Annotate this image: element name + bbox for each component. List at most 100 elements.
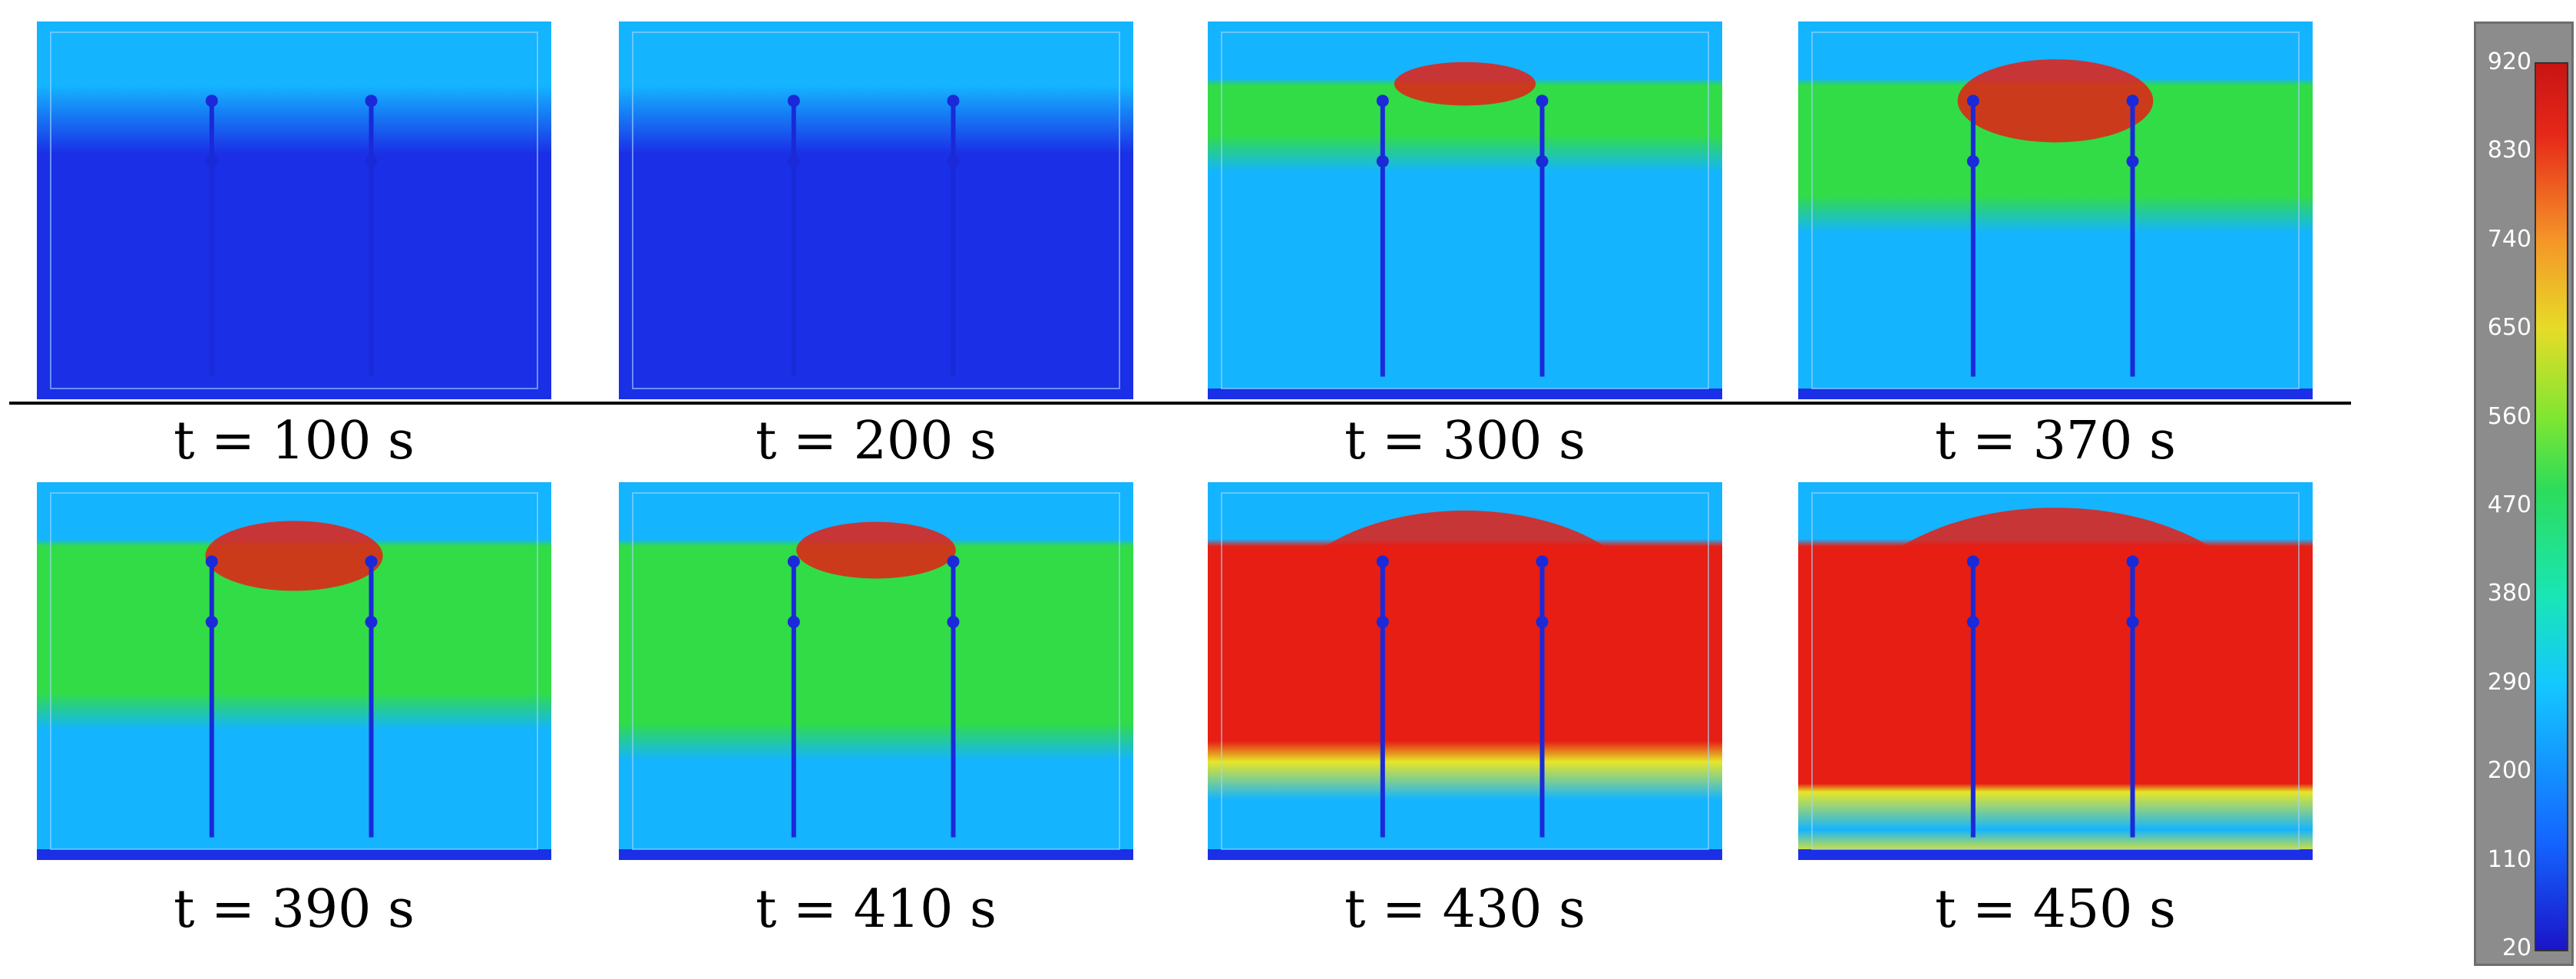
- column-joint: [947, 94, 960, 107]
- colorbar-gradient: [2535, 62, 2568, 951]
- colorbar-tick: 920: [2487, 48, 2531, 75]
- column: [791, 557, 796, 838]
- column-joint: [1966, 94, 1979, 107]
- hot-zone: [1277, 510, 1653, 726]
- domain-frame: [632, 492, 1120, 850]
- colorbar-tick: 560: [2487, 403, 2531, 430]
- column: [209, 557, 214, 838]
- temperature-field: [37, 21, 551, 399]
- caption-t410: t = 410 s: [756, 879, 997, 940]
- column-joint: [1376, 94, 1389, 107]
- column-joint: [2126, 616, 2139, 629]
- column-joint: [787, 555, 800, 568]
- column: [1539, 97, 1545, 377]
- panel-t370: [1798, 21, 2313, 399]
- column-joint: [947, 616, 960, 629]
- floor-strip: [37, 389, 551, 399]
- hot-zone: [205, 521, 383, 591]
- caption-t370: t = 370 s: [1935, 411, 2176, 471]
- column-joint: [365, 616, 378, 629]
- floor-strip: [619, 389, 1133, 399]
- caption-t430: t = 430 s: [1344, 879, 1586, 940]
- column: [1380, 557, 1385, 838]
- caption-t390: t = 390 s: [174, 879, 415, 940]
- domain-frame: [632, 31, 1120, 389]
- column-joint: [365, 555, 378, 568]
- column-joint: [205, 155, 218, 168]
- floor-strip: [1798, 389, 2313, 399]
- column-joint: [1966, 616, 1979, 629]
- column-joint: [1536, 94, 1549, 107]
- domain-frame: [1221, 31, 1709, 389]
- temperature-field: [1208, 482, 1722, 860]
- colorbar-tick: 380: [2487, 580, 2531, 607]
- colorbar-tick: 200: [2487, 757, 2531, 784]
- caption-t450: t = 450 s: [1935, 879, 2176, 940]
- floor-strip: [1798, 849, 2313, 860]
- column-joint: [1966, 155, 1979, 168]
- hot-zone: [1957, 59, 2154, 143]
- hot-zone: [796, 521, 956, 579]
- column-joint: [947, 555, 960, 568]
- domain-frame: [50, 31, 538, 389]
- panel-t390: [37, 482, 551, 860]
- caption-t100: t = 100 s: [174, 411, 415, 471]
- colorbar: 920 830 740 650 560 470 380 290 200 110 …: [2474, 21, 2574, 966]
- column-joint: [1376, 555, 1389, 568]
- column-joint: [1536, 155, 1549, 168]
- temperature-field: [37, 482, 551, 860]
- column-joint: [2126, 94, 2139, 107]
- floor-strip: [1208, 849, 1722, 860]
- floor-strip: [1208, 389, 1722, 399]
- column-joint: [1376, 616, 1389, 629]
- colorbar-tick: 290: [2487, 669, 2531, 696]
- panel-t450: [1798, 482, 2313, 860]
- temperature-field: [619, 482, 1133, 860]
- panel-t100: [37, 21, 551, 399]
- column-joint: [205, 94, 218, 107]
- column-joint: [947, 155, 960, 168]
- hot-zone: [1394, 61, 1536, 106]
- column-joint: [1376, 155, 1389, 168]
- column-joint: [787, 94, 800, 107]
- colorbar-tick: 650: [2487, 314, 2531, 341]
- domain-frame: [1811, 31, 2300, 389]
- temperature-field: [619, 21, 1133, 399]
- field-fill: [37, 21, 551, 399]
- column: [1970, 97, 1976, 377]
- column: [1380, 97, 1385, 377]
- column: [2130, 557, 2135, 838]
- colorbar-tick: 20: [2502, 934, 2531, 961]
- column-joint: [787, 616, 800, 629]
- column-joint: [365, 155, 378, 168]
- column-joint: [1536, 616, 1549, 629]
- row-separator: [9, 402, 2351, 405]
- column-joint: [1536, 555, 1549, 568]
- colorbar-tick: 740: [2487, 226, 2531, 253]
- domain-frame: [50, 492, 538, 850]
- panel-t430: [1208, 482, 1722, 860]
- temperature-field: [1208, 21, 1722, 399]
- temperature-field: [1798, 21, 2313, 399]
- colorbar-tick: 470: [2487, 491, 2531, 518]
- column: [951, 557, 956, 838]
- floor-strip: [619, 849, 1133, 860]
- column-joint: [205, 555, 218, 568]
- column-joint: [1966, 555, 1979, 568]
- panel-t300: [1208, 21, 1722, 399]
- column: [1970, 557, 1976, 838]
- field-fill: [619, 21, 1133, 399]
- panel-t200: [619, 21, 1133, 399]
- column-joint: [205, 616, 218, 629]
- column: [2130, 97, 2135, 377]
- column-joint: [2126, 155, 2139, 168]
- colorbar-tick: 830: [2487, 137, 2531, 164]
- domain-frame: [1221, 492, 1709, 850]
- column-joint: [2126, 555, 2139, 568]
- column: [951, 97, 956, 377]
- panel-t410: [619, 482, 1133, 860]
- floor-strip: [37, 849, 551, 860]
- column-joint: [787, 155, 800, 168]
- domain-frame: [1811, 492, 2300, 850]
- hot-zone: [1840, 508, 2270, 763]
